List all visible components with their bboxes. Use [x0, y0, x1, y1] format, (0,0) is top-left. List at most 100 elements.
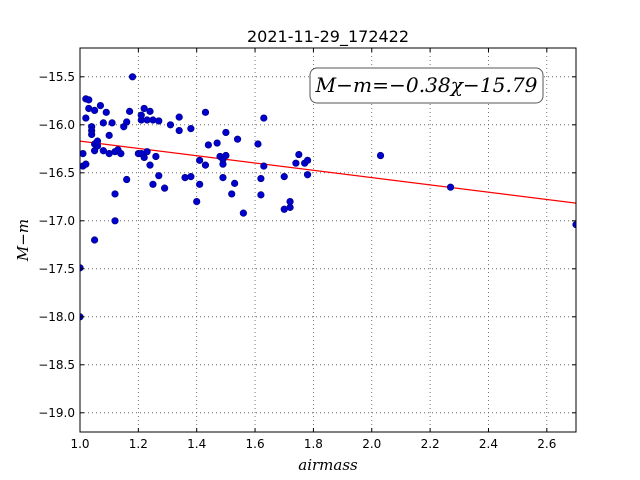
- data-point: [85, 96, 93, 104]
- data-point: [93, 137, 102, 145]
- data-point: [228, 190, 236, 198]
- annotation-text: M−m=−0.38χ−15.79: [314, 73, 537, 97]
- data-point: [175, 113, 183, 121]
- data-point: [286, 198, 294, 206]
- data-point: [257, 191, 265, 199]
- data-point: [260, 114, 268, 122]
- y-tick-labels: −15.5 −16.0 −16.5 −17.0 −17.5 −18.0 −18.5 −19.0: [38, 70, 75, 420]
- data-point: [196, 156, 204, 164]
- ticks: [79, 48, 576, 432]
- x-tick-label: 1.0: [70, 437, 89, 451]
- fit-layer: [80, 140, 576, 204]
- data-point: [204, 141, 212, 149]
- data-point: [196, 180, 204, 188]
- data-point: [239, 209, 247, 217]
- data-point: [155, 172, 163, 180]
- y-tick-label: −17.0: [38, 214, 75, 228]
- data-point: [201, 161, 210, 169]
- data-point: [108, 119, 116, 127]
- y-tick-label: −16.0: [38, 118, 75, 132]
- data-point: [175, 126, 183, 135]
- data-point: [155, 117, 163, 125]
- data-point: [146, 107, 154, 115]
- data-point: [187, 125, 195, 133]
- x-tick-label: 1.4: [187, 437, 206, 451]
- x-tick-labels: 1.0 1.2 1.4 1.6 1.8 2.0 2.2 2.4 2.6: [70, 437, 556, 451]
- data-point: [111, 217, 119, 225]
- x-tick-label: 1.6: [246, 437, 265, 451]
- y-tick-label: −17.5: [38, 262, 75, 276]
- fit-line: [80, 140, 576, 204]
- data-point: [80, 150, 87, 158]
- data-point: [219, 160, 227, 168]
- data-point: [187, 173, 195, 181]
- grid: [80, 48, 576, 432]
- data-point: [80, 264, 84, 272]
- plot-frame: [79, 47, 577, 433]
- x-tick-label: 1.2: [129, 437, 148, 451]
- data-point: [254, 140, 262, 148]
- data-point: [201, 108, 210, 116]
- data-point: [193, 198, 201, 206]
- data-point: [280, 173, 288, 181]
- data-point: [572, 221, 576, 229]
- data-point: [96, 101, 105, 110]
- x-tick-label: 2.4: [479, 437, 498, 451]
- x-axis-label: airmass: [298, 456, 358, 474]
- data-point: [140, 153, 148, 162]
- data-point: [117, 150, 125, 158]
- x-tick-label: 1.8: [304, 437, 323, 451]
- annotation-box: [309, 67, 544, 104]
- x-tick-label: 2.0: [362, 437, 381, 451]
- data-point: [446, 183, 455, 191]
- y-tick-label: −18.0: [38, 310, 75, 324]
- data-point: [82, 114, 90, 122]
- y-tick-label: −15.5: [38, 70, 75, 84]
- data-point: [219, 174, 227, 182]
- data-point: [222, 151, 230, 160]
- data-point: [111, 190, 119, 198]
- x-tick-label: 2.6: [537, 437, 556, 451]
- chart-title: 2021-11-29_172422: [247, 27, 409, 47]
- data-point: [105, 131, 113, 139]
- data-point: [128, 73, 137, 81]
- data-point: [303, 156, 312, 164]
- data-point: [90, 106, 99, 114]
- data-point: [257, 174, 265, 183]
- data-point: [376, 151, 385, 160]
- data-point: [233, 135, 242, 143]
- data-point: [149, 180, 157, 188]
- data-point: [143, 148, 151, 156]
- data-point: [126, 107, 134, 115]
- data-point: [90, 236, 99, 244]
- y-axis-label: M−m: [14, 219, 32, 262]
- data-point: [123, 118, 131, 126]
- data-point: [102, 108, 110, 116]
- data-point: [82, 160, 90, 168]
- data-point: [99, 119, 107, 127]
- data-point: [149, 116, 157, 124]
- data-point: [222, 128, 230, 137]
- data-point: [303, 171, 312, 179]
- x-tick-label: 2.2: [421, 437, 440, 451]
- data-point: [181, 174, 189, 182]
- data-point: [146, 161, 154, 169]
- y-tick-label: −19.0: [38, 406, 75, 420]
- data-point: [166, 121, 175, 129]
- data-points: [80, 73, 576, 321]
- data-point: [260, 162, 268, 170]
- data-point: [88, 130, 96, 138]
- data-point: [99, 147, 107, 155]
- data-point: [137, 111, 145, 119]
- data-point: [140, 104, 148, 113]
- plot-area: [80, 48, 576, 432]
- data-point: [161, 184, 169, 192]
- y-tick-label: −16.5: [38, 166, 75, 180]
- data-point: [123, 175, 131, 184]
- data-point: [213, 139, 221, 147]
- data-point: [295, 150, 303, 159]
- data-point: [152, 152, 160, 161]
- fit-annotation: M−m=−0.38χ−15.79: [309, 67, 544, 104]
- data-point: [231, 179, 239, 187]
